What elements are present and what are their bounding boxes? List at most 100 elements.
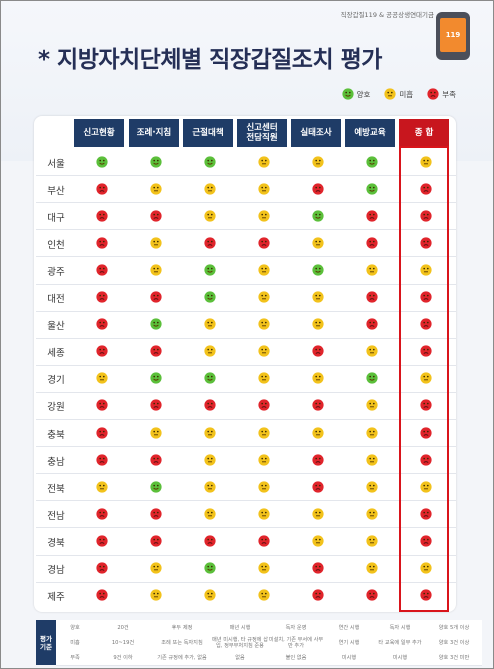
sad-face-icon bbox=[312, 589, 324, 601]
sad-face-icon bbox=[258, 535, 270, 547]
criteria-cell: 연기 시행 bbox=[338, 639, 360, 646]
row-divider bbox=[36, 364, 456, 366]
sad-face-icon bbox=[366, 589, 378, 601]
neutral-face-icon bbox=[366, 454, 378, 466]
neutral-face-icon bbox=[204, 508, 216, 520]
row-label: 세종 bbox=[47, 348, 65, 360]
criteria-grade: 부족 bbox=[70, 654, 80, 661]
page-title: * 지방자치단체별 직장갑질조치 평가 bbox=[38, 47, 382, 73]
sad-face-icon bbox=[420, 345, 432, 357]
neutral-face-icon bbox=[366, 562, 378, 574]
smile-face-icon bbox=[150, 155, 162, 168]
sad-face-icon bbox=[204, 399, 216, 412]
sad-face-icon bbox=[366, 318, 378, 330]
sad-face-icon bbox=[366, 291, 378, 303]
criteria-cell: 10~19건 bbox=[111, 639, 135, 646]
sad-face-icon bbox=[366, 237, 378, 249]
row-divider bbox=[36, 310, 456, 312]
sad-face-icon bbox=[420, 210, 432, 222]
sad-face-icon bbox=[312, 454, 324, 466]
neutral-face-icon bbox=[420, 562, 432, 574]
total-column-highlight bbox=[399, 146, 449, 612]
sad-face-icon bbox=[150, 508, 162, 520]
criteria-cell: 양호 5개 이상 bbox=[438, 624, 470, 631]
sad-face-icon bbox=[96, 318, 108, 330]
neutral-face-icon bbox=[366, 426, 378, 439]
neutral-face-icon bbox=[420, 155, 432, 168]
sad-face-icon bbox=[366, 210, 378, 222]
row-divider bbox=[36, 175, 456, 177]
criteria-cell: 독자 시행 bbox=[389, 624, 411, 631]
neutral-face-icon bbox=[366, 264, 378, 276]
column-header-5: 실태조사 bbox=[291, 119, 341, 147]
row-label: 강원 bbox=[47, 402, 65, 414]
row-label: 부산 bbox=[47, 185, 65, 197]
criteria-cell: 연간 시행 bbox=[338, 624, 360, 631]
sad-face-icon bbox=[96, 210, 108, 222]
sad-face-icon bbox=[150, 291, 162, 303]
neutral-face-icon bbox=[258, 318, 270, 330]
neutral-face-icon bbox=[312, 535, 324, 547]
criteria-row: 미흡 10~19건 조례 또는 독자지침 매년 미시행, 타 규정에 삽입, 정부부처… bbox=[56, 635, 482, 651]
sad-face-icon bbox=[420, 589, 432, 601]
neutral-face-icon bbox=[312, 508, 324, 520]
sad-face-icon bbox=[96, 399, 108, 412]
neutral-face-icon bbox=[258, 155, 270, 168]
sad-face-icon bbox=[312, 481, 324, 493]
row-divider bbox=[36, 500, 456, 502]
row-label: 전남 bbox=[47, 510, 65, 522]
row-label: 전북 bbox=[47, 483, 65, 495]
sad-face-icon bbox=[420, 237, 432, 249]
sad-face-icon bbox=[96, 562, 108, 574]
neutral-face-icon bbox=[258, 291, 270, 303]
neutral-face-icon bbox=[204, 426, 216, 439]
row-divider bbox=[36, 581, 456, 583]
legend-poor: 부족 bbox=[427, 88, 456, 100]
row-divider bbox=[36, 391, 456, 393]
neutral-face-icon bbox=[312, 155, 324, 168]
criteria-cell: 20건 bbox=[117, 624, 129, 631]
sad-face-icon bbox=[150, 454, 162, 466]
neutral-face-icon bbox=[96, 481, 108, 493]
sad-face-icon bbox=[96, 237, 108, 249]
legend-poor-label: 부족 bbox=[442, 89, 456, 99]
neutral-face-icon bbox=[366, 508, 378, 520]
criteria-cell: 후두 제정 bbox=[171, 624, 193, 631]
sad-face-icon bbox=[258, 237, 270, 249]
smile-face-icon bbox=[204, 155, 216, 168]
column-header-2: 조례·지침 bbox=[129, 119, 179, 147]
criteria-cell: 매년 시행 bbox=[229, 624, 251, 631]
sad-face-icon bbox=[96, 508, 108, 520]
sad-face-icon bbox=[96, 291, 108, 303]
criteria-cell: 없음 bbox=[235, 654, 245, 661]
row-label: 경북 bbox=[47, 537, 65, 549]
legend-fair: 미흡 bbox=[384, 88, 413, 100]
smile-face-icon bbox=[366, 372, 378, 384]
column-header-7: 종 합 bbox=[399, 119, 449, 147]
row-label: 대전 bbox=[47, 294, 65, 306]
smile-face-icon bbox=[150, 372, 162, 384]
neutral-face-icon bbox=[258, 508, 270, 520]
criteria-cell: 미시행 bbox=[341, 654, 357, 661]
neutral-face-icon bbox=[204, 589, 216, 601]
neutral-face-icon bbox=[312, 372, 324, 384]
smile-face-icon bbox=[312, 210, 324, 222]
neutral-face-icon bbox=[150, 183, 162, 195]
row-label: 충남 bbox=[47, 456, 65, 468]
sad-face-icon bbox=[96, 345, 108, 357]
column-header-4: 신고센터 전담직원 bbox=[237, 119, 287, 147]
legend-good: 양호 bbox=[341, 88, 370, 100]
neutral-face-icon bbox=[366, 481, 378, 493]
sad-face-icon bbox=[96, 183, 108, 195]
criteria-row: 부족 9건 이하 기존 규정에 추가, 없음 없음 불인 없음 미시행 미시행 양호 3건 미… bbox=[56, 650, 482, 666]
sad-face-icon bbox=[96, 535, 108, 547]
sad-face-icon bbox=[150, 535, 162, 547]
neutral-face-icon bbox=[258, 183, 270, 195]
row-divider bbox=[36, 446, 456, 448]
row-divider bbox=[36, 256, 456, 258]
neutral-face-icon bbox=[258, 481, 270, 493]
row-divider bbox=[36, 337, 456, 339]
smile-face-icon bbox=[366, 183, 378, 195]
neutral-face-icon bbox=[150, 237, 162, 249]
sad-face-icon bbox=[96, 264, 108, 276]
